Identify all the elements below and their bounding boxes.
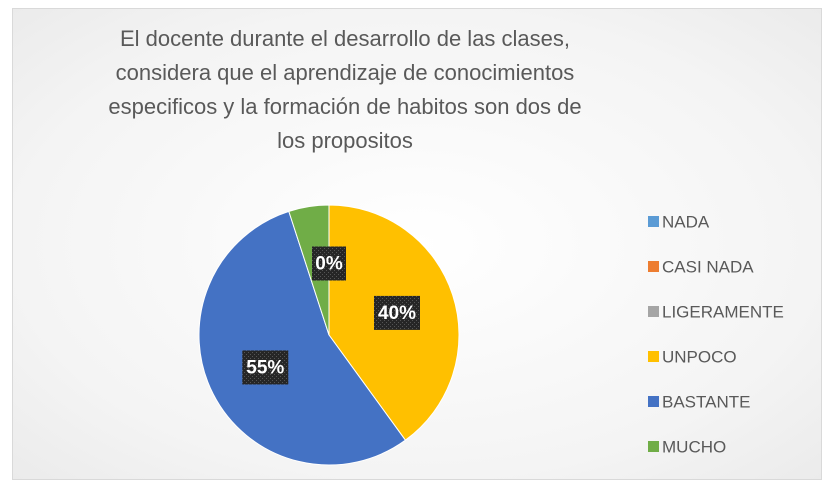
legend-label: NADA (662, 212, 710, 231)
legend-label: CASI NADA (662, 257, 754, 276)
legend-swatch (648, 441, 659, 452)
data-label: 40% (378, 303, 416, 324)
legend-label: MUCHO (662, 437, 726, 456)
legend-swatch (648, 261, 659, 272)
data-label-box (312, 246, 346, 281)
legend-label: LIGERAMENTE (662, 302, 784, 321)
pie-slice (288, 204, 330, 336)
legend-swatch (648, 351, 659, 362)
legend-swatch (648, 306, 659, 317)
legend-swatch (648, 216, 659, 227)
legend-label: UNPOCO (662, 347, 737, 366)
chart-title: El docente durante el desarrollo de las … (108, 26, 582, 153)
data-label: 55% (246, 357, 284, 378)
data-label-box (374, 295, 421, 330)
data-label: 0% (315, 254, 343, 275)
legend-label: BASTANTE (662, 392, 750, 411)
legend-swatch (648, 396, 659, 407)
data-label-box (242, 350, 289, 385)
pie-slice (198, 210, 407, 466)
